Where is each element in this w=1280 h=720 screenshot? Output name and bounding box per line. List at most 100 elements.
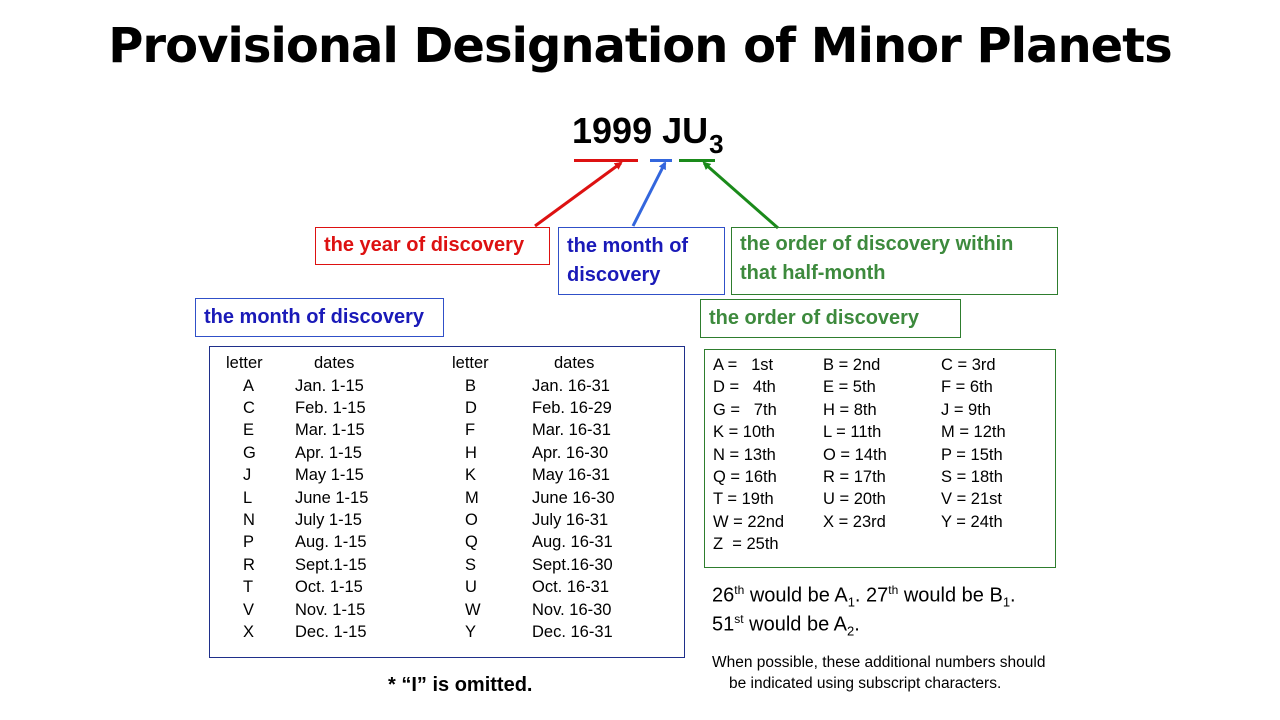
order-cell: G = 7th [713,400,777,419]
order-cell: P = 15th [941,445,1003,464]
order-cell: Q = 16th [713,468,777,486]
month-letter-cell: W [465,600,481,619]
order-cell: O = 14th [823,445,887,464]
subscript-note-line: be indicated using subscript characters. [729,675,1002,692]
order-cell: T = 19th [713,490,774,509]
month-dates-cell: June 16-30 [532,488,615,507]
month-letter-cell: A [243,376,255,395]
order-cell: S = 18th [941,468,1003,486]
month-dates-cell: June 1-15 [295,488,369,507]
month-letter-cell: R [243,555,255,574]
order-cell: Z = 25th [713,535,779,554]
designation-year: 1999 [572,110,653,151]
order-cell: C = 3rd [941,356,996,374]
order-cell: B = 2nd [823,356,881,374]
example-text: . 27 [854,584,889,607]
month-dates-cell: Jan. 1-15 [295,376,364,395]
order-cell: R = 17th [823,468,886,486]
page-title: Provisional Designation of Minor Planets [108,18,1172,74]
month-letter-cell: K [465,466,477,485]
example-text: . [854,613,860,636]
month-dates-cell: Nov. 1-15 [295,600,366,619]
month-dates-cell: Mar. 1-15 [295,421,365,440]
order-cell: L = 11th [823,423,882,442]
month-dates-cell: Jan. 16-31 [532,376,610,395]
month-table-header: the month of discovery [204,306,425,328]
order-cell: E = 5th [823,378,876,397]
order-cell: X = 23rd [823,512,886,531]
month-letter-cell: D [465,398,477,417]
example-text: would be B [898,584,1003,607]
month-arrow [631,161,667,227]
order-arrow [702,161,779,230]
order-cell: H = 8th [823,400,877,419]
example-text: would be A [744,584,848,607]
month-letter-cell: B [465,376,477,395]
month-dates-cell: Feb. 16-29 [532,398,612,417]
month-letter-cell: E [243,421,255,440]
order-label: the order of discovery within that half-… [740,233,1014,284]
month-letter-cell: P [243,533,255,552]
column-header: letter [226,354,263,372]
example-subscript: 1 [847,594,855,610]
month-label-box: the month of discovery [558,227,725,295]
example-superscript: th [734,583,745,597]
designation-example: 1999 JU3 [572,110,724,159]
year-underline [574,159,638,162]
month-dates-cell: Apr. 16-30 [532,443,609,462]
month-letter-cell: L [243,488,253,507]
example-line-1: 26th would be A1. 27th would be B1. [712,576,1016,617]
month-dates-cell: July 1-15 [295,510,362,529]
month-letter-cell: O [465,510,478,529]
month-letter-cell: C [243,398,255,417]
month-dates-cell: Mar. 16-31 [532,421,611,440]
month-letter-cell: X [243,622,255,641]
example-subscript: 1 [1002,594,1011,610]
order-cell: W = 22nd [713,512,785,531]
order-cell: N = 13th [713,445,776,464]
order-cell: K = 10th [713,423,775,442]
month-letter-cell: G [243,443,256,462]
month-dates-cell: Oct. 16-31 [532,578,610,597]
month-dates-cell: July 16-31 [532,510,609,529]
month-dates-cell: Sept.1-15 [295,555,367,574]
example-text: 51 [712,613,735,636]
designation-letters: JU [662,110,709,151]
month-letter-cell: S [465,555,477,574]
year-label: the year of discovery [324,234,525,256]
example-subscript: 2 [847,623,855,639]
order-table-header: the order of discovery [709,307,920,329]
example-superscript: th [888,583,899,597]
month-letter-cell: Y [465,622,477,641]
year-arrow [534,161,623,228]
month-letter-cell: M [465,488,479,507]
year-label-box: the year of discovery [315,227,550,265]
omitted-note: * “I” is omitted. [388,674,533,696]
subscript-note: When possible, these additional numbers … [712,652,1112,694]
month-dates-cell: Dec. 1-15 [295,622,367,641]
order-cell: Y = 24th [941,512,1003,531]
month-letter-cell: Q [465,533,478,552]
column-header: letter [452,354,489,372]
month-letter-cell: V [243,600,255,619]
month-dates-cell: Aug. 1-15 [295,533,367,552]
month-dates-cell: May 1-15 [295,466,364,485]
month-underline [650,159,672,162]
month-label: the month of discovery [567,235,689,286]
example-text: . [1010,584,1016,607]
month-dates-cell: Feb. 1-15 [295,398,366,417]
order-cell: A = 1st [713,356,774,374]
month-dates-cell: Aug. 16-31 [532,533,613,552]
month-table: letter dates letter dates A Jan. 1-15 B Jan… [209,346,685,658]
subscript-note-line: When possible, these additional numbers … [712,654,1046,671]
order-cell: M = 12th [941,423,1006,442]
order-underline [679,159,715,162]
column-header: dates [314,354,355,372]
designation-subscript: 3 [709,129,724,159]
month-table-header-box: the month of discovery [195,298,444,337]
order-cell: U = 20th [823,490,886,509]
month-letter-cell: U [465,578,477,597]
month-dates-cell: Nov. 16-30 [532,600,612,619]
example-text: 26 [712,584,735,607]
